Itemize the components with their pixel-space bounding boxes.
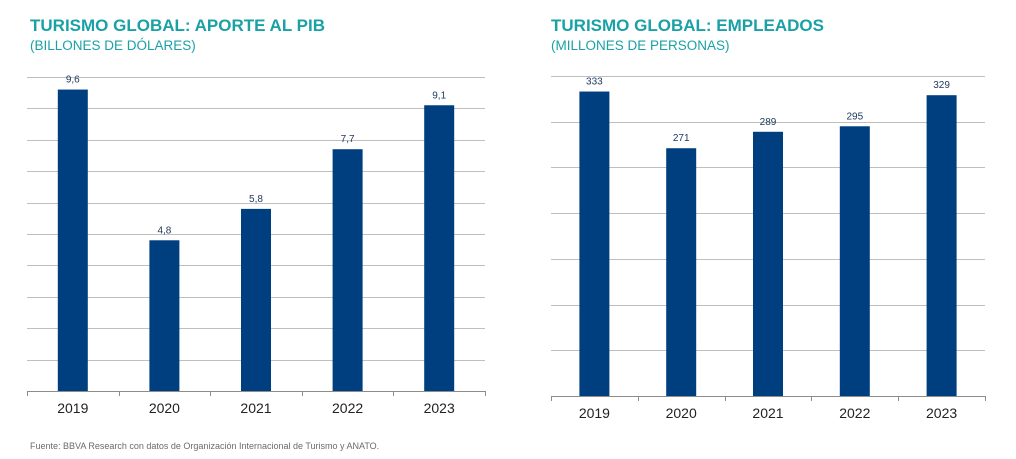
- bar-empleados-2022: [839, 126, 870, 397]
- chart-panel-empleados: TURISMO GLOBAL: EMPLEADOS (MILLONES DE P…: [508, 0, 1016, 440]
- data-label-empleados-2023: 329: [933, 80, 950, 91]
- x-tick-label-pib-2020: 2020: [149, 400, 180, 416]
- chart-title-empleados: TURISMO GLOBAL: EMPLEADOS: [551, 16, 824, 35]
- x-tick-label-pib-2021: 2021: [240, 400, 271, 416]
- bar-chart-pib: 9,6 2019 4,8 2020 5,8 2021 7,7 2022 9,1 2023: [27, 75, 486, 416]
- data-label-empleados-2021: 289: [760, 117, 777, 128]
- source-footnote: Fuente: BBVA Research con datos de Organ…: [30, 441, 380, 451]
- bar-pib-2021: [241, 208, 271, 391]
- bar-chart-empleados: 333 2019 271 2020 289 2021 295 2022 329 2023: [551, 76, 986, 421]
- data-label-empleados-2020: 271: [673, 133, 690, 144]
- bar-pib-2019: [57, 89, 88, 391]
- data-label-pib-2021: 5,8: [249, 194, 263, 205]
- data-label-pib-2019: 9,6: [66, 75, 80, 86]
- x-tick-label-empleados-2023: 2023: [926, 405, 957, 421]
- bar-pib-2023: [424, 105, 455, 391]
- bar-empleados-2021: [753, 131, 783, 396]
- bar-empleados-2019: [579, 91, 610, 397]
- x-tick-label-pib-2019: 2019: [57, 400, 88, 416]
- bar-pib-2022: [332, 149, 363, 391]
- x-tick-label-empleados-2020: 2020: [666, 405, 697, 421]
- bar-empleados-2020: [666, 148, 697, 396]
- chart-title-pib: TURISMO GLOBAL: APORTE AL PIB: [30, 16, 325, 35]
- chart-subtitle-pib: (BILLONES DE DÓLARES): [30, 38, 196, 53]
- x-tick-label-empleados-2021: 2021: [752, 405, 783, 421]
- chart-panel-pib: TURISMO GLOBAL: APORTE AL PIB (BILLONES …: [0, 0, 508, 440]
- x-tick-label-empleados-2019: 2019: [579, 405, 610, 421]
- bar-empleados-2023: [926, 95, 957, 396]
- data-label-pib-2020: 4,8: [157, 225, 171, 236]
- data-label-pib-2022: 7,7: [341, 134, 355, 145]
- data-label-empleados-2019: 333: [586, 77, 603, 88]
- data-label-empleados-2022: 295: [846, 111, 863, 122]
- x-tick-label-pib-2022: 2022: [332, 400, 363, 416]
- x-tick-label-pib-2023: 2023: [424, 400, 455, 416]
- bar-pib-2020: [149, 240, 180, 391]
- data-label-pib-2023: 9,1: [432, 90, 446, 101]
- chart-subtitle-empleados: (MILLONES DE PERSONAS): [551, 38, 730, 53]
- x-tick-label-empleados-2022: 2022: [839, 405, 870, 421]
